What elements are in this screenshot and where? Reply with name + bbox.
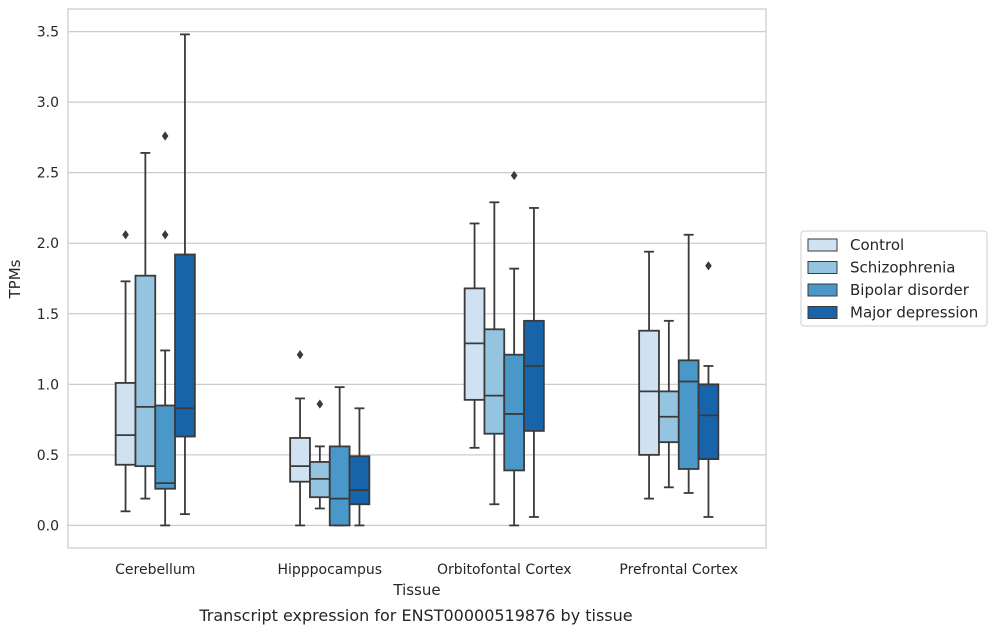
box-1-0 [289,350,311,527]
outlier-point [161,230,169,240]
box-2-3 [523,207,545,518]
legend: Control Schizophrenia Bipolar disorder Majo… [800,230,988,327]
box-body [174,253,196,438]
y-tick-label: 1.5 [37,307,59,323]
box-3-3 [697,261,720,518]
legend-swatch [807,283,838,297]
legend-swatch [807,306,838,319]
box-body [677,359,700,470]
box-body [328,445,351,527]
outlier-point [161,131,169,141]
box-body [134,274,157,468]
legend-label: Schizophrenia [850,259,955,277]
box-1-1 [309,399,331,510]
box-body [503,353,525,472]
legend-swatch [807,261,838,274]
box-3-0 [638,250,660,500]
box-3-1 [658,319,680,489]
box-2-2 [503,170,525,527]
y-tick-label: 0.5 [37,448,59,464]
box-body [114,382,137,466]
outlier-point [122,230,129,240]
box-body [154,404,176,490]
box-2-0 [463,222,486,449]
x-tick-labels: Cerebellum Hipppocampus Orbitofontal Corte… [115,562,738,578]
box-3-2 [677,233,700,494]
legend-frame [800,230,988,327]
box-0-1 [134,152,157,500]
y-tick-label: 3.5 [37,25,59,41]
legend-label: Control [850,236,904,254]
outlier-point [705,261,712,271]
box-layer [114,33,720,527]
outlier-point [316,399,324,409]
box-0-0 [114,230,137,513]
chart-caption: Transcript expression for ENST0000051987… [199,606,633,625]
box-body [348,455,371,506]
x-tick-label: Orbitofontal Cortex [437,562,572,578]
legend-label: Bipolar disorder [850,281,970,299]
box-body [697,383,720,461]
box-1-2 [328,386,351,527]
box-2-1 [483,201,506,506]
box-body [289,437,311,483]
y-tick-labels: 0.0 0.5 1.0 1.5 2.0 2.5 3.0 3.5 [37,25,59,535]
x-tick-label: Cerebellum [115,562,195,578]
box-body [638,329,660,456]
y-tick-label: 2.0 [37,236,59,252]
box-body [523,319,545,432]
legend-label: Major depression [850,304,978,322]
y-axis-label: TPMs [6,259,24,299]
legend-items: Control Schizophrenia Bipolar disorder Majo… [807,236,978,322]
legend-swatch [807,238,838,252]
outlier-point [510,170,518,181]
box-1-3 [348,407,371,527]
y-tick-label: 3.0 [37,95,59,111]
y-tick-label: 0.0 [37,518,59,534]
box-0-3 [174,33,196,516]
box-0-2 [154,131,176,527]
box-body [483,328,506,435]
x-axis-label: Tissue [392,581,440,599]
y-tick-label: 1.0 [37,377,59,393]
x-tick-label: Hipppocampus [277,562,382,578]
x-tick-label: Prefrontal Cortex [619,562,738,578]
y-tick-label: 2.5 [37,166,59,182]
outlier-point [296,350,304,360]
plot-frame [67,8,767,549]
